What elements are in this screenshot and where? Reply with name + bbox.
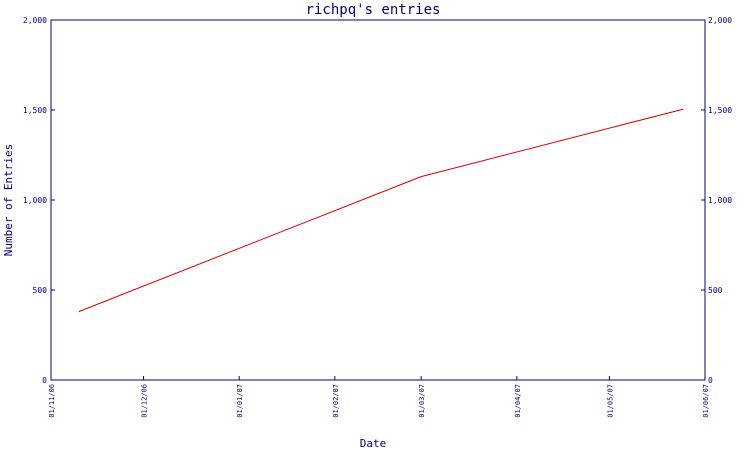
right-y-axis: 0 500 1,000 1,500 2,000 <box>701 16 732 385</box>
y-tick-label-right: 2,000 <box>708 16 732 25</box>
y-tick-label-right: 1,000 <box>708 196 732 205</box>
x-tick-label: 01/05/07 <box>606 384 614 418</box>
x-tick-label: 01/03/07 <box>418 384 426 418</box>
x-tick-label: 01/01/07 <box>236 384 244 418</box>
y-tick-label-right: 1,500 <box>708 106 732 115</box>
y-tick-label-left: 500 <box>33 286 48 295</box>
x-tick-label: 01/04/07 <box>514 384 522 418</box>
x-axis-title: Date <box>360 437 387 450</box>
y-tick-label-left: 2,000 <box>23 16 47 25</box>
y-tick-label-right: 0 <box>708 376 713 385</box>
y-tick-label-left: 1,000 <box>23 196 47 205</box>
left-y-axis: 0 500 1,000 1,500 2,000 <box>23 16 55 385</box>
x-axis: 01/11/06 01/12/06 01/01/07 01/02/07 01/03/07… <box>48 376 710 418</box>
plot-area-frame <box>50 19 706 381</box>
x-tick-label: 01/12/06 <box>141 384 149 418</box>
series-layer <box>78 108 684 313</box>
x-tick-label: 01/06/07 <box>702 384 710 418</box>
y-tick-label-left: 1,500 <box>23 106 47 115</box>
y-tick-label-left: 0 <box>42 376 47 385</box>
x-tick-label: 01/11/06 <box>48 384 56 418</box>
x-tick-label: 01/02/07 <box>332 384 340 418</box>
y-axis-title: Number of Entries <box>2 144 15 257</box>
entries-series-line <box>78 108 684 313</box>
chart-title: richpq's entries <box>306 2 441 18</box>
y-tick-label-right: 500 <box>708 286 723 295</box>
